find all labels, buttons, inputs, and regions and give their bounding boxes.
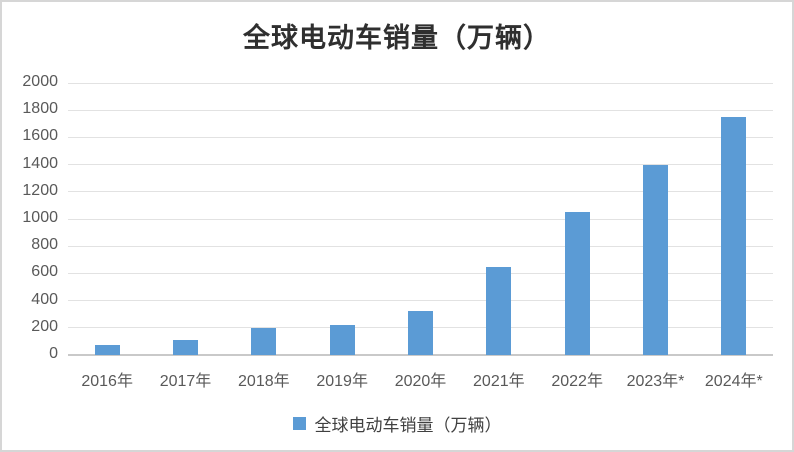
bar-2016年: [94, 345, 120, 355]
bar-2017年: [173, 340, 198, 355]
bar-2018年: [251, 327, 277, 355]
x-tick-label: 2016年: [81, 373, 133, 390]
legend-swatch-icon: [292, 417, 306, 430]
y-tick-label: 1200: [22, 181, 58, 199]
y-tick-label: 200: [31, 317, 58, 335]
gridline: [68, 109, 773, 111]
x-tick-label: 2021年: [473, 373, 525, 390]
y-tick-label: 1600: [22, 127, 58, 145]
y-tick-label: 600: [31, 263, 58, 281]
x-tick-label: 2024年*: [704, 373, 763, 390]
gridline: [68, 300, 773, 302]
gridline: [68, 272, 773, 274]
x-axis-line: [68, 354, 773, 356]
gridline: [68, 245, 773, 247]
x-tick-label: 2018年: [238, 373, 290, 390]
bar-2019年: [329, 325, 355, 355]
legend-label: 全球电动车销量（万辆）: [314, 416, 502, 435]
y-tick-label: 2000: [22, 73, 58, 90]
gridline: [68, 82, 773, 84]
gridline: [68, 218, 773, 220]
gridline: [68, 191, 773, 193]
bar-2023年*: [643, 164, 668, 355]
bar-2020年: [408, 311, 433, 355]
y-tick-label: 800: [31, 236, 58, 254]
x-tick-label: 2023年*: [626, 373, 685, 390]
bar-2022年: [564, 212, 590, 355]
bar-2021年: [486, 266, 512, 355]
x-tick-label: 2019年: [316, 373, 368, 390]
y-tick-label: 1400: [22, 154, 58, 172]
y-tick-label: 1000: [22, 209, 58, 226]
x-tick-label: 2020年: [394, 373, 447, 390]
legend: 全球电动车销量（万辆）: [2, 411, 792, 436]
y-tick-label: 400: [31, 290, 58, 308]
chart-title: 全球电动车销量（万辆）: [243, 23, 551, 53]
y-tick-label: 1800: [22, 100, 58, 118]
x-tick-label: 2017年: [159, 373, 212, 390]
x-tick-label: 2022年: [551, 373, 603, 390]
y-tick-label: 0: [49, 345, 58, 362]
gridline: [68, 164, 773, 166]
bar-2024年*: [721, 117, 747, 355]
gridline: [68, 136, 773, 138]
